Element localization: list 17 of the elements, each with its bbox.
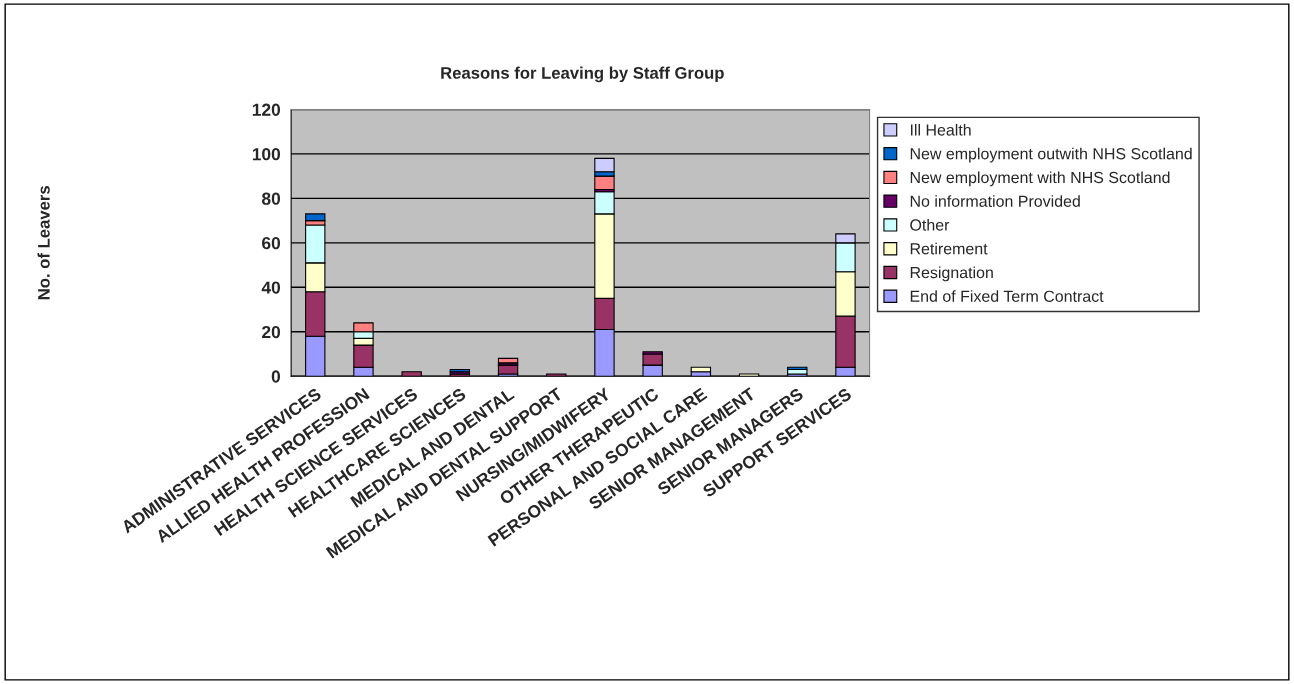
y-tick-label: 100	[252, 148, 281, 161]
legend-label: Retirement	[910, 242, 988, 255]
y-axis-title: No. of Leavers	[37, 186, 50, 300]
legend-label: No information Provided	[910, 195, 1080, 207]
legend-label: End of Fixed Term Contract	[910, 290, 1104, 302]
y-tick-label: 40	[261, 281, 281, 294]
y-tick-label: 20	[262, 325, 281, 339]
chart-title: Reasons for Leaving by Staff Group	[441, 66, 724, 83]
legend-label: Other	[910, 218, 950, 231]
y-tick-label: 120	[252, 103, 281, 116]
legend-label: Resignation	[910, 266, 993, 282]
legend-label: New employment with NHS Scotland	[910, 171, 1170, 187]
y-tick-label: 0	[271, 370, 281, 383]
legend-label: Ill Health	[910, 123, 971, 136]
legend-label: New employment outwith NHS Scotland	[910, 147, 1192, 163]
y-tick-label: 80	[261, 192, 281, 205]
y-tick-label: 60	[262, 236, 281, 250]
